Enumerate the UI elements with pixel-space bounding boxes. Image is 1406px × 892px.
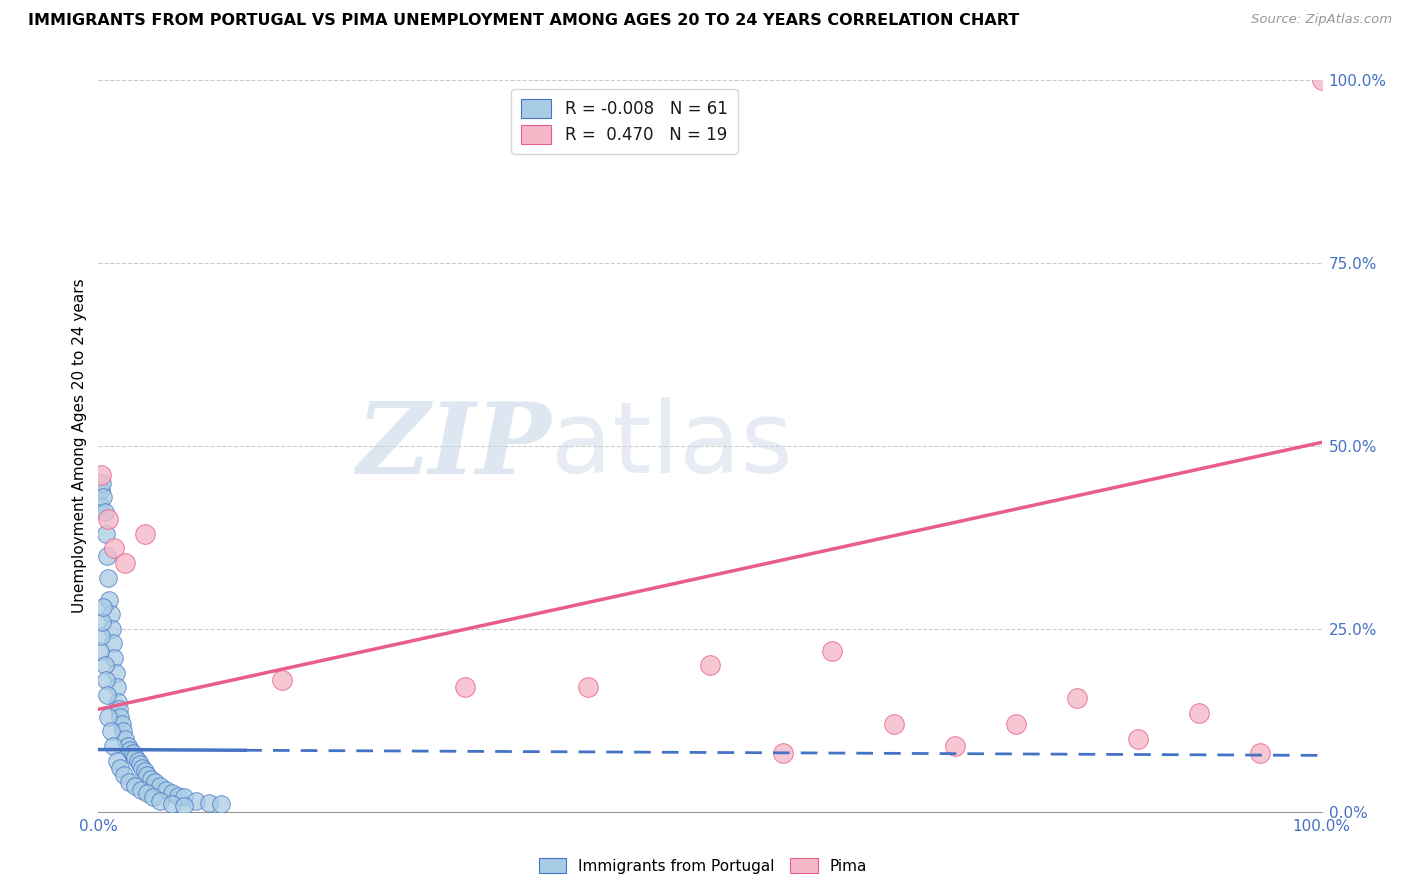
Point xyxy=(89,498,111,512)
Point xyxy=(127,754,149,768)
Point xyxy=(1188,706,1211,720)
Point xyxy=(90,483,112,497)
Point xyxy=(90,629,112,643)
Legend: R = -0.008   N = 61, R =  0.470   N = 19: R = -0.008 N = 61, R = 0.470 N = 19 xyxy=(512,88,738,153)
Point xyxy=(89,644,111,658)
Point xyxy=(576,681,599,695)
Point xyxy=(699,658,721,673)
Point xyxy=(124,749,146,764)
Point xyxy=(101,739,124,753)
Point xyxy=(100,607,122,622)
Point xyxy=(91,615,114,629)
Point xyxy=(1128,731,1150,746)
Point xyxy=(186,794,208,808)
Point xyxy=(160,787,183,801)
Point xyxy=(209,797,232,812)
Point xyxy=(94,673,117,687)
Point xyxy=(1004,717,1026,731)
Point xyxy=(111,717,134,731)
Point xyxy=(121,746,143,760)
Point xyxy=(103,541,125,556)
Point xyxy=(129,757,152,772)
Text: IMMIGRANTS FROM PORTUGAL VS PIMA UNEMPLOYMENT AMONG AGES 20 TO 24 YEARS CORRELAT: IMMIGRANTS FROM PORTUGAL VS PIMA UNEMPLO… xyxy=(28,13,1019,29)
Point xyxy=(100,724,122,739)
Point xyxy=(139,772,162,786)
Text: atlas: atlas xyxy=(551,398,793,494)
Point xyxy=(94,526,117,541)
Point xyxy=(134,764,156,779)
Point xyxy=(772,746,794,760)
Point xyxy=(270,673,294,687)
Point xyxy=(101,622,124,636)
Point xyxy=(107,695,129,709)
Point xyxy=(131,761,153,775)
Point xyxy=(149,794,172,808)
Point xyxy=(93,505,115,519)
Point xyxy=(149,779,172,793)
Point xyxy=(117,739,139,753)
Point xyxy=(1310,73,1333,87)
Legend: Immigrants from Portugal, Pima: Immigrants from Portugal, Pima xyxy=(533,852,873,880)
Point xyxy=(160,797,183,812)
Point xyxy=(136,787,159,801)
Point xyxy=(129,782,152,797)
Point xyxy=(1249,746,1271,760)
Point xyxy=(97,512,120,526)
Point xyxy=(943,739,966,753)
Point xyxy=(91,599,114,614)
Point xyxy=(142,790,165,805)
Point xyxy=(90,468,112,483)
Point xyxy=(134,526,156,541)
Point xyxy=(143,775,166,789)
Point xyxy=(110,709,132,723)
Text: ZIP: ZIP xyxy=(356,398,551,494)
Y-axis label: Unemployment Among Ages 20 to 24 years: Unemployment Among Ages 20 to 24 years xyxy=(72,278,87,614)
Point xyxy=(105,754,128,768)
Point xyxy=(167,789,190,803)
Point xyxy=(105,681,128,695)
Point xyxy=(108,702,131,716)
Text: Source: ZipAtlas.com: Source: ZipAtlas.com xyxy=(1251,13,1392,27)
Point xyxy=(91,490,114,504)
Point xyxy=(883,717,905,731)
Point xyxy=(454,681,477,695)
Point xyxy=(111,724,134,739)
Point xyxy=(120,742,142,756)
Point xyxy=(173,790,195,805)
Point xyxy=(101,636,124,650)
Point xyxy=(96,549,118,563)
Point xyxy=(91,475,114,490)
Point xyxy=(136,768,159,782)
Point xyxy=(173,798,195,813)
Point xyxy=(110,761,132,775)
Point xyxy=(124,779,146,793)
Point xyxy=(104,665,127,680)
Point xyxy=(112,768,135,782)
Point xyxy=(821,644,844,658)
Point xyxy=(114,731,136,746)
Point xyxy=(1066,691,1088,706)
Point xyxy=(118,775,141,789)
Point xyxy=(96,688,118,702)
Point xyxy=(197,796,219,810)
Point xyxy=(98,592,121,607)
Point xyxy=(114,556,136,570)
Point xyxy=(97,709,120,723)
Point xyxy=(103,651,125,665)
Point xyxy=(97,571,120,585)
Point xyxy=(155,782,177,797)
Point xyxy=(93,658,115,673)
